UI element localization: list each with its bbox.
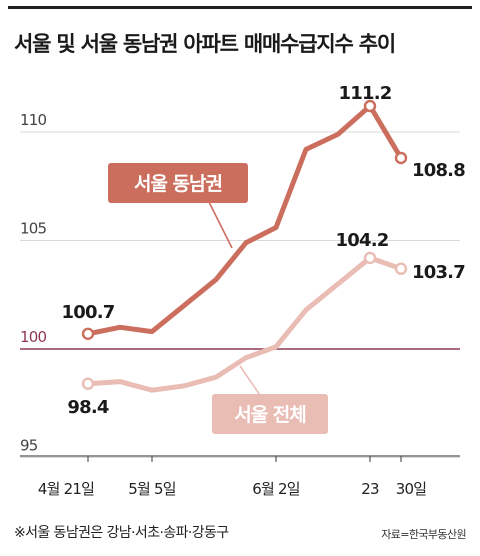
data-point-seoul <box>394 262 408 275</box>
y-tick-label: 110 <box>20 111 46 129</box>
data-point-gangnam <box>394 151 408 165</box>
x-tick-label: 5월 5일 <box>128 480 175 498</box>
data-label: 100.7 <box>62 302 115 323</box>
data-label: 108.8 <box>412 160 465 181</box>
data-label: 104.2 <box>336 230 389 251</box>
data-label: 111.2 <box>339 83 392 104</box>
y-tick-label: 95 <box>20 437 38 455</box>
source-credit: 자료=한국부동산원 <box>381 528 466 541</box>
data-point-seoul <box>363 251 377 265</box>
x-tick-label: 4월 21일 <box>38 480 94 498</box>
series-line-gangnam <box>85 103 404 337</box>
y-tick-label: 100 <box>20 328 46 346</box>
data-point-gangnam <box>81 327 95 340</box>
series-label-box-gangnam <box>108 163 248 203</box>
x-tick-label: 30일 <box>396 480 427 498</box>
series-line-seoul <box>85 255 404 393</box>
data-point-seoul <box>81 377 95 390</box>
data-point-gangnam <box>363 99 377 113</box>
x-tick-label: 23 <box>361 480 379 498</box>
series-label-box-seoul <box>212 394 328 434</box>
x-tick-label: 6월 2일 <box>252 480 299 498</box>
data-label: 103.7 <box>412 262 465 283</box>
callout-leader-gangnam <box>206 197 233 249</box>
callout-leader-seoul <box>239 365 263 399</box>
series-label-seoul: 서울 전체 <box>234 404 306 426</box>
chart-title: 서울 및 서울 동남권 아파트 매매수급지수 추이 <box>14 32 396 56</box>
top-rule <box>8 6 472 9</box>
data-label: 98.4 <box>67 397 108 418</box>
footnote: ※서울 동남권은 강남·서초·송파·강동구 <box>14 525 229 541</box>
y-tick-label: 105 <box>20 220 46 238</box>
series-label-gangnam: 서울 동남권 <box>134 173 222 195</box>
